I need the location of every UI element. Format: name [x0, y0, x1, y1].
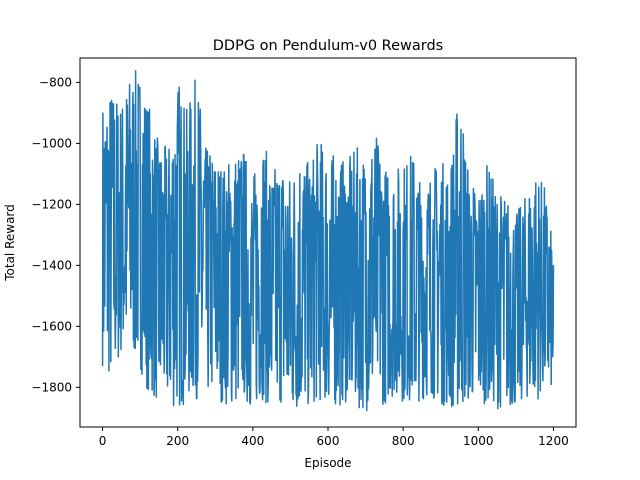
reward-series-line: [101, 70, 555, 412]
x-tick-label: 600: [317, 434, 340, 448]
x-tick-label: 1200: [538, 434, 569, 448]
y-tick-label: −1000: [31, 137, 72, 151]
x-axis-label: Episode: [304, 456, 351, 470]
x-tick-label: 800: [392, 434, 415, 448]
x-tick-label: 400: [241, 434, 264, 448]
x-tick-label: 200: [166, 434, 189, 448]
y-tick-label: −1600: [31, 320, 72, 334]
x-tick-label: 1000: [463, 434, 494, 448]
plot-area: [101, 70, 555, 412]
y-axis-label: Total Reward: [3, 204, 17, 282]
y-tick-label: −1400: [31, 259, 72, 273]
y-tick-label: −1200: [31, 198, 72, 212]
axis-ticks: 0 200 400 600 800 1000 1200 −1800 −1600 −1400 −120…: [31, 76, 568, 448]
y-tick-label: −800: [39, 76, 72, 90]
y-tick-label: −1800: [31, 381, 72, 395]
plot-frame: [79, 57, 577, 428]
x-tick-label: 0: [99, 434, 107, 448]
chart-title: DDPG on Pendulum-v0 Rewards: [213, 38, 443, 54]
